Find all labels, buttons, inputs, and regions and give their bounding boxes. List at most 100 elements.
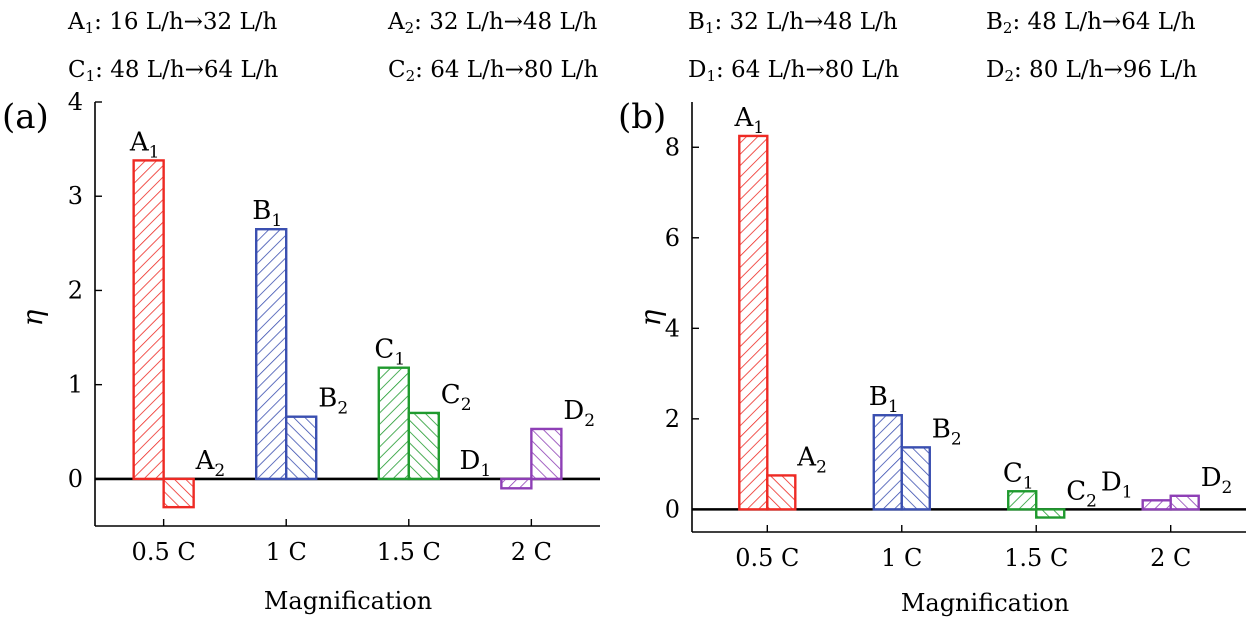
y-tick-label: 8 xyxy=(665,133,680,161)
bar xyxy=(1007,490,1038,511)
legend-entry-id: D xyxy=(688,57,707,83)
bar-label-id: A xyxy=(129,127,150,157)
legend-entry-id: C xyxy=(388,57,406,83)
legend-entry-text: : 64 L/h→80 L/h xyxy=(415,57,599,83)
legend-entry: A2: 32 L/h→48 L/h xyxy=(388,8,597,36)
bar-label-sub: 2 xyxy=(1086,491,1097,511)
bar-label: D1 xyxy=(460,446,492,481)
bar-label-id: C xyxy=(1066,476,1086,506)
bar xyxy=(285,415,318,481)
x-tick-label: 0.5 C xyxy=(735,544,799,572)
bar-label-sub: 1 xyxy=(271,211,282,231)
bar-label-sub: 1 xyxy=(753,118,764,138)
bar-label: C1 xyxy=(1003,458,1034,493)
bar-label-sub: 2 xyxy=(951,429,962,449)
legend-entry-sub: 1 xyxy=(85,67,96,85)
legend-entry: D1: 64 L/h→80 L/h xyxy=(688,56,899,84)
legend-entry-sub: 1 xyxy=(704,19,715,37)
x-tick-label: 2 C xyxy=(1150,544,1191,572)
bar-label: B1 xyxy=(869,382,899,417)
bar-label-sub: 2 xyxy=(461,395,472,415)
bar-label: C2 xyxy=(441,380,472,415)
legend-entry-text: : 16 L/h→32 L/h xyxy=(94,9,278,35)
bar-label-sub: 2 xyxy=(337,399,348,419)
x-axis-label: Magnification xyxy=(264,587,432,615)
bar-label-id: D xyxy=(563,396,584,426)
bar-label-id: B xyxy=(869,382,888,412)
x-axis-label: Magnification xyxy=(901,589,1069,617)
bar-label-id: C xyxy=(441,380,461,410)
panel-label: (b) xyxy=(618,97,666,137)
bar xyxy=(162,477,195,509)
bar-label-id: A xyxy=(796,442,817,472)
bar xyxy=(1035,508,1066,519)
x-tick-label: 1.5 C xyxy=(377,538,441,566)
bar-label-id: B xyxy=(252,196,271,226)
y-tick-label: 6 xyxy=(665,224,680,252)
legend-entry-text: : 80 L/h→96 L/h xyxy=(1014,57,1198,83)
legend-entry-text: : 32 L/h→48 L/h xyxy=(714,9,898,35)
legend-entry-id: B xyxy=(986,9,1003,35)
bar-label: A2 xyxy=(796,442,827,477)
x-tick-label: 2 C xyxy=(511,538,552,566)
bar-label-sub: 2 xyxy=(816,457,827,477)
bar-label-id: C xyxy=(374,335,394,365)
bar-label-id: D xyxy=(1101,467,1122,497)
bar xyxy=(900,446,931,511)
x-tick-label: 1 C xyxy=(266,538,307,566)
y-tick-label: 4 xyxy=(665,314,680,342)
bar xyxy=(1141,499,1172,511)
bar-label: C2 xyxy=(1066,476,1097,511)
legend-entry: C2: 64 L/h→80 L/h xyxy=(388,56,598,84)
legend-entry-text: : 48 L/h→64 L/h xyxy=(95,57,279,83)
bar xyxy=(132,159,165,481)
legend-entry: A1: 16 L/h→32 L/h xyxy=(68,8,277,36)
y-axis-label: η xyxy=(16,309,49,326)
bar-label-id: B xyxy=(932,414,951,444)
bar-label: C1 xyxy=(374,335,405,370)
x-tick-label: 0.5 C xyxy=(132,538,196,566)
bar-label-sub: 1 xyxy=(149,142,160,162)
bar-label-sub: 2 xyxy=(584,411,595,431)
legend-entry-text: : 48 L/h→64 L/h xyxy=(1012,9,1196,35)
legend-entry-id: C xyxy=(68,57,86,83)
legend-entry-sub: 1 xyxy=(84,19,95,37)
bar-label-sub: 1 xyxy=(480,461,491,481)
bar xyxy=(872,414,903,511)
bar-label: A1 xyxy=(733,103,764,138)
bar-label: D1 xyxy=(1101,467,1133,502)
bar-label-id: B xyxy=(318,384,337,414)
bar xyxy=(738,134,769,511)
legend-entry: D2: 80 L/h→96 L/h xyxy=(986,56,1197,84)
bar-label: B1 xyxy=(252,196,282,231)
legend-entry-sub: 2 xyxy=(1002,19,1013,37)
bar-label-id: D xyxy=(1201,463,1222,493)
bar-label-id: D xyxy=(460,446,481,476)
bar xyxy=(255,227,288,481)
bar xyxy=(407,411,440,481)
legend: A1: 16 L/h→32 L/h A2: 32 L/h→48 L/h B1: 32… xyxy=(0,0,1250,92)
bar xyxy=(377,366,410,481)
bar-label-sub: 1 xyxy=(394,350,405,370)
bar-label-id: C xyxy=(1003,458,1023,488)
legend-entry-id: D xyxy=(986,57,1005,83)
y-axis-label: η xyxy=(634,309,667,326)
bar-label: D2 xyxy=(563,396,595,431)
legend-entry-sub: 2 xyxy=(1004,67,1014,85)
bar-label: A1 xyxy=(129,127,160,162)
bar-label: D2 xyxy=(1201,463,1233,498)
y-tick-label: 3 xyxy=(68,182,83,210)
bar xyxy=(1169,494,1200,511)
legend-entry: B1: 32 L/h→48 L/h xyxy=(688,8,898,36)
bar-label: B2 xyxy=(318,384,348,419)
legend-entry-sub: 2 xyxy=(405,67,416,85)
x-tick-label: 1 C xyxy=(881,544,922,572)
y-tick-label: 4 xyxy=(68,88,83,116)
panel-label: (a) xyxy=(2,97,49,137)
bar-label-sub: 2 xyxy=(214,461,225,481)
y-tick-label: 2 xyxy=(665,405,680,433)
x-tick-label: 1.5 C xyxy=(1004,544,1068,572)
